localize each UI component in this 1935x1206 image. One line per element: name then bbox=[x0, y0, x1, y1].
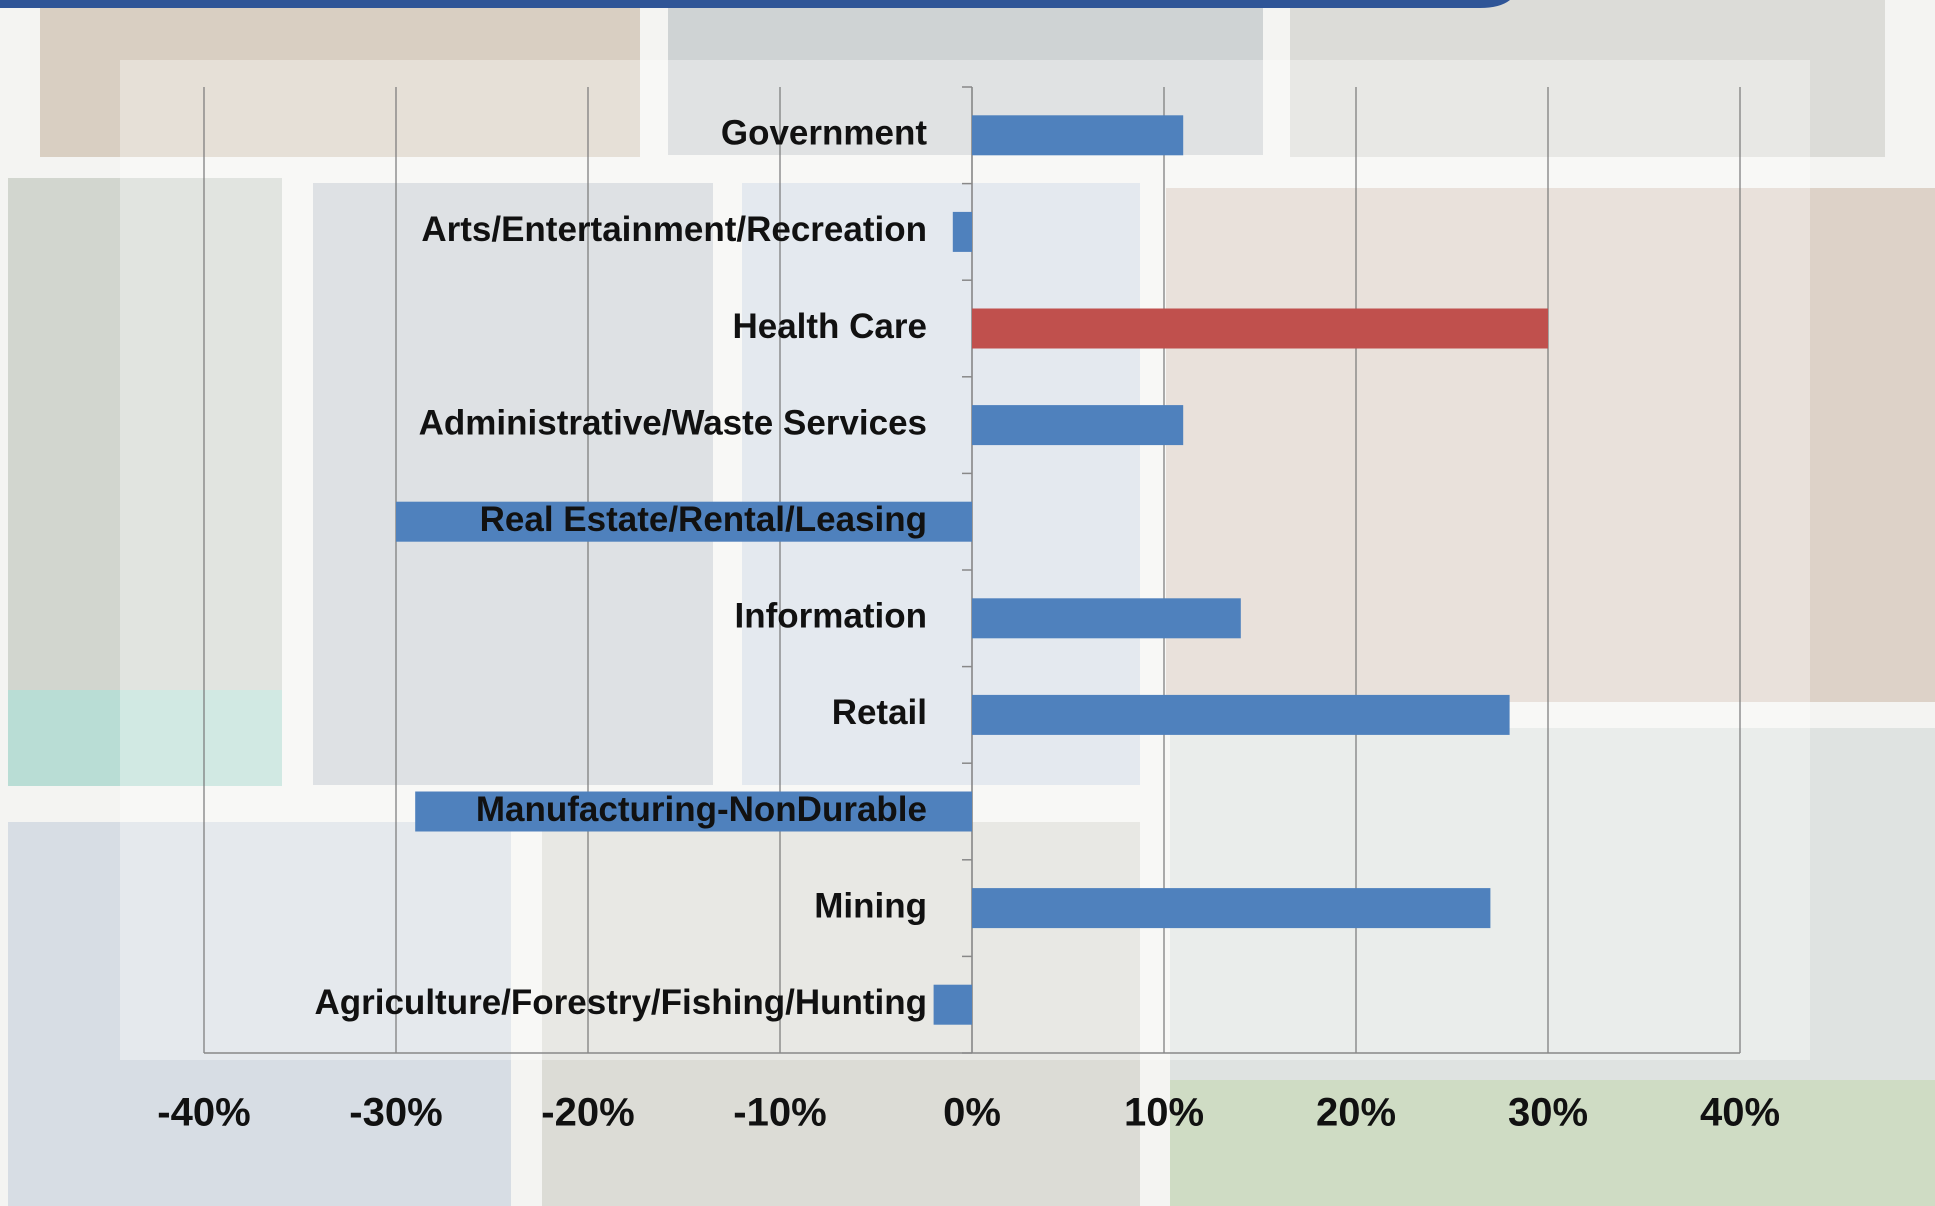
x-tick-label: 40% bbox=[1700, 1091, 1780, 1135]
category-label: Agriculture/Forestry/Fishing/Hunting bbox=[314, 983, 927, 1022]
bar bbox=[972, 598, 1241, 638]
category-label: Real Estate/Rental/Leasing bbox=[480, 500, 927, 539]
bar bbox=[972, 888, 1490, 928]
category-label: Arts/Entertainment/Recreation bbox=[421, 210, 927, 249]
bar bbox=[934, 985, 972, 1025]
category-label: Mining bbox=[814, 886, 927, 925]
x-tick-label: 20% bbox=[1316, 1091, 1396, 1135]
x-tick-label: -10% bbox=[733, 1091, 826, 1135]
x-tick-label: -20% bbox=[541, 1091, 634, 1135]
bar bbox=[953, 212, 972, 252]
background-photos bbox=[0, 0, 1935, 1206]
x-tick-label: -30% bbox=[349, 1091, 442, 1135]
x-tick-label: 10% bbox=[1124, 1091, 1204, 1135]
chart: -40% -30% -20% -10% 0% 10% 20% 30% 40% Government… bbox=[0, 0, 1935, 1206]
category-label: Manufacturing-NonDurable bbox=[476, 790, 927, 829]
bar bbox=[972, 309, 1548, 349]
category-label: Administrative/Waste Services bbox=[419, 403, 927, 442]
category-label: Information bbox=[735, 597, 927, 636]
bar bbox=[972, 405, 1183, 445]
bar bbox=[972, 115, 1183, 155]
category-label: Health Care bbox=[732, 307, 927, 346]
category-label: Government bbox=[721, 114, 927, 153]
x-tick-label: -40% bbox=[157, 1091, 250, 1135]
category-label: Retail bbox=[832, 693, 927, 732]
x-tick-label: 30% bbox=[1508, 1091, 1588, 1135]
bar bbox=[972, 695, 1510, 735]
x-tick-label: 0% bbox=[943, 1091, 1001, 1135]
